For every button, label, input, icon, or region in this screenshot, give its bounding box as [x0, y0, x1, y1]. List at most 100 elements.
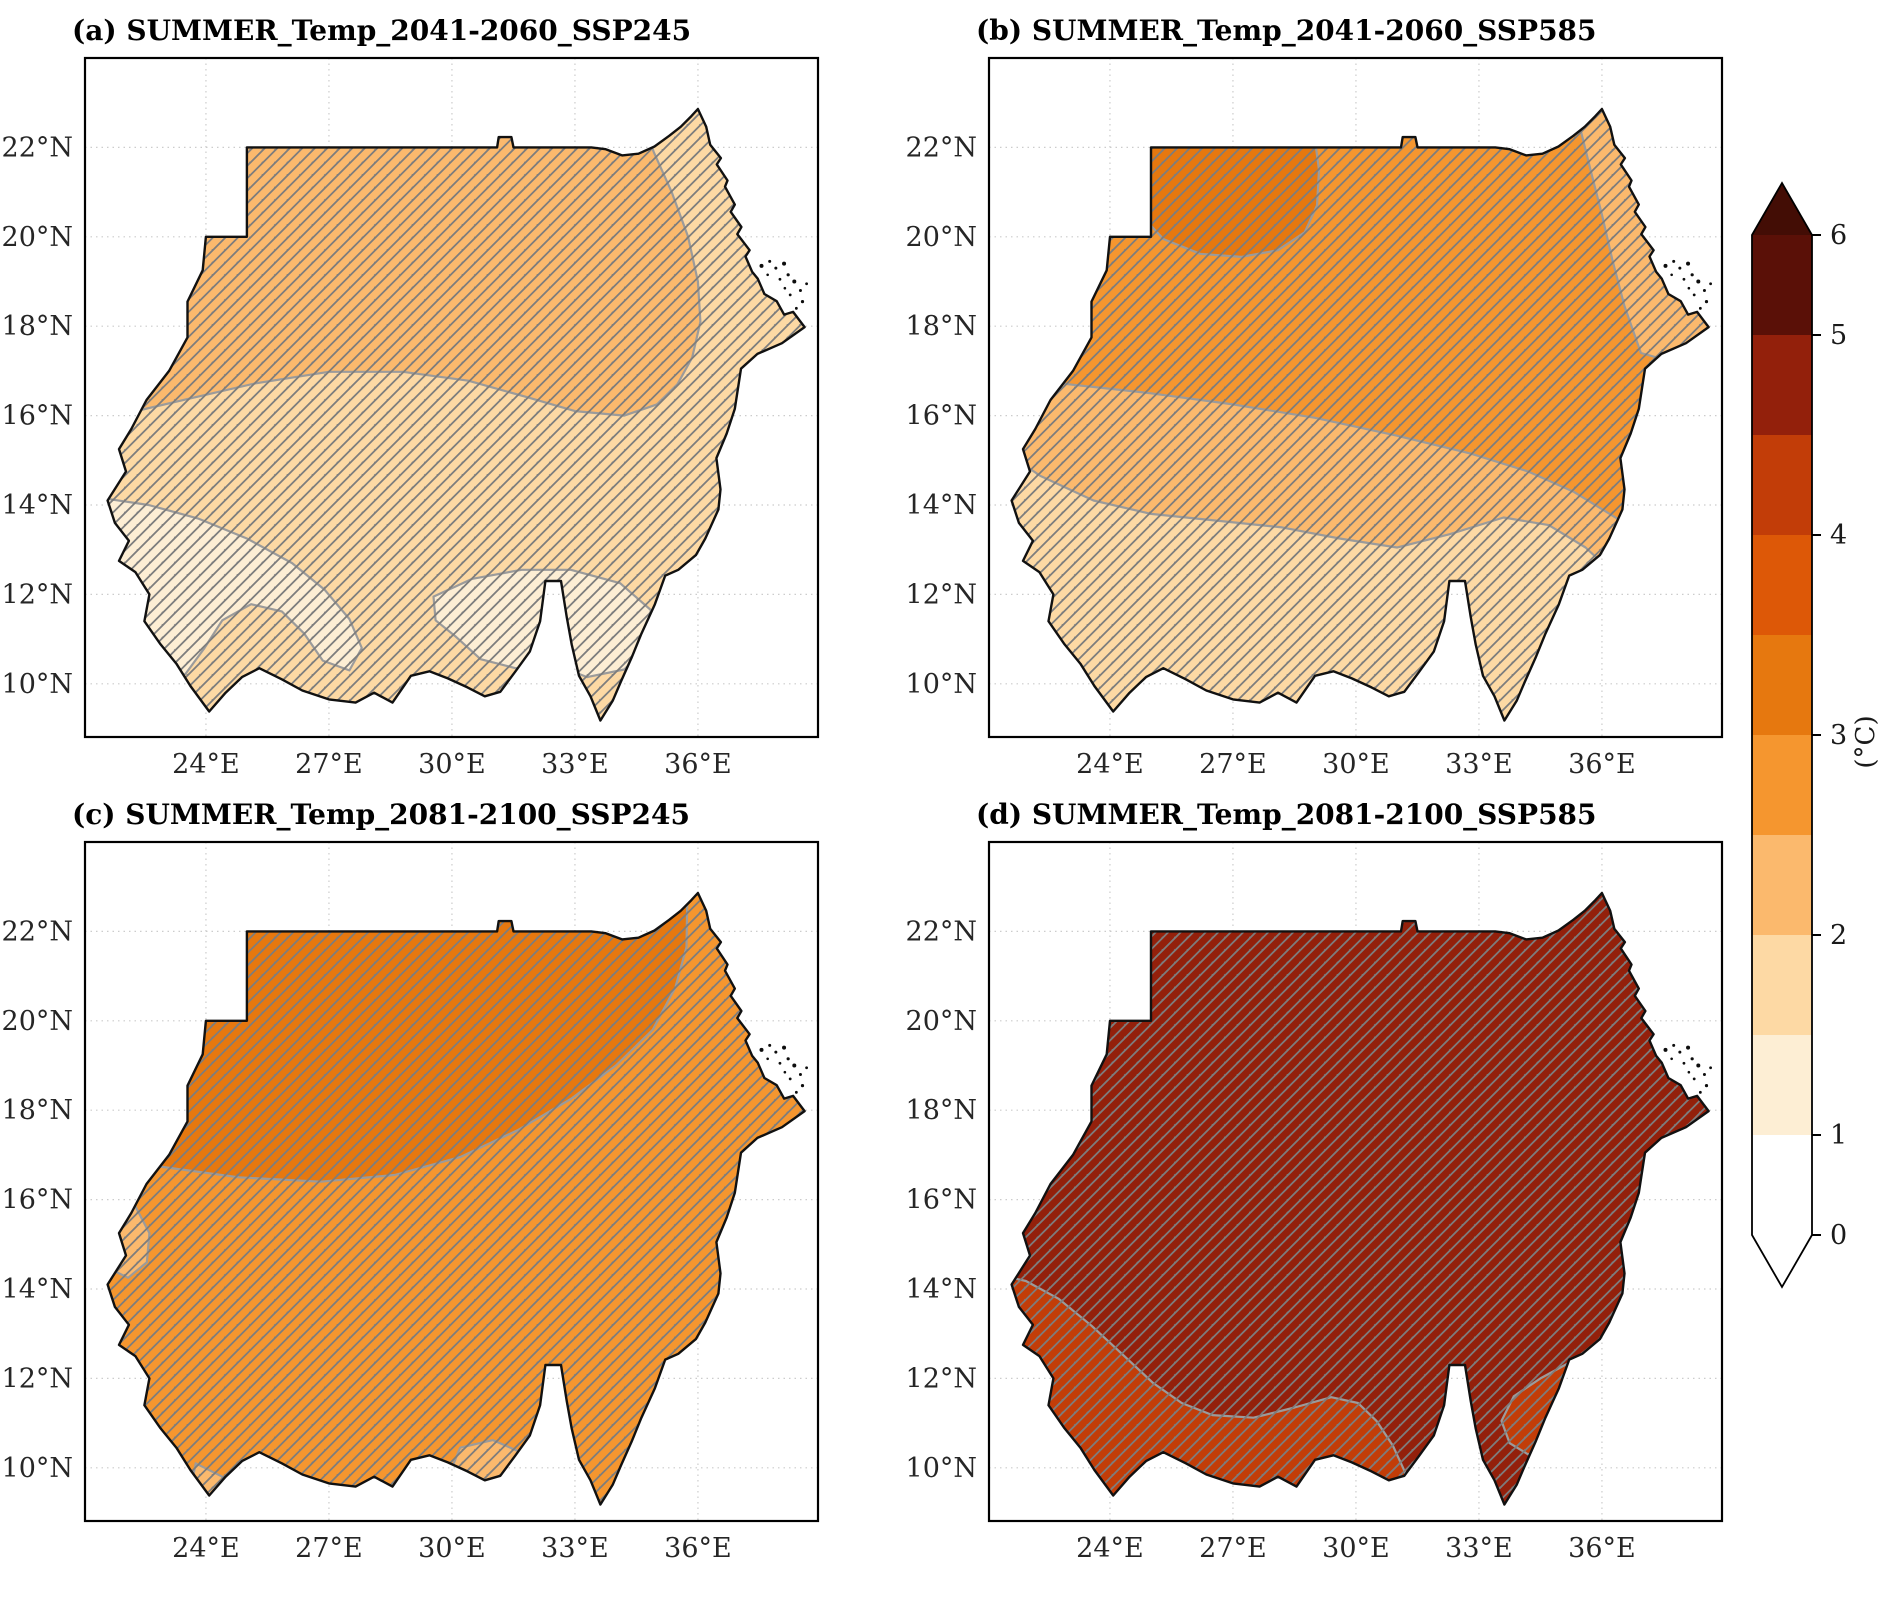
island-dot — [1698, 1090, 1702, 1094]
island-dot — [1687, 286, 1691, 290]
y-tick-label: 12°N — [906, 579, 977, 610]
island-dot — [1704, 300, 1709, 304]
colorbar-tick-label: 5 — [1830, 320, 1847, 351]
island-dot — [1690, 273, 1694, 277]
island-dot — [1672, 1043, 1676, 1047]
x-tick-label: 27°E — [295, 1533, 363, 1564]
y-tick-label: 16°N — [906, 1185, 977, 1216]
y-tick-label: 16°N — [2, 401, 73, 432]
panel-border — [83, 56, 820, 739]
map-panel-b: 24°E 27°E 30°E 33°E 36°E 22°N 20°N 18°N 16°N 14°N… — [906, 56, 1724, 780]
colorbar-bin-2–2.5 — [1752, 835, 1812, 935]
island-dot — [1678, 266, 1682, 270]
colorbar-tick-label: 6 — [1830, 220, 1847, 251]
island-dot — [1709, 282, 1712, 286]
island-dot — [798, 288, 802, 292]
y-tick-label: 12°N — [2, 1363, 73, 1394]
panel-a-title: (a) SUMMER_Temp_2041-2060_SSP245 — [72, 14, 691, 47]
island-dot — [1670, 1057, 1673, 1061]
island-dot — [759, 263, 764, 268]
island-dot — [768, 259, 772, 263]
y-tick-label: 22°N — [906, 132, 977, 163]
colorbar-bin-4–4.5 — [1752, 435, 1812, 535]
island-dot — [800, 1084, 805, 1088]
island-dot — [774, 266, 778, 270]
x-tick-label: 27°E — [295, 749, 363, 780]
colorbar-tick-label: 4 — [1830, 520, 1847, 551]
island-dot — [783, 286, 787, 290]
x-tick-label: 24°E — [1076, 1533, 1144, 1564]
island-dot — [1696, 1063, 1701, 1068]
island-dot — [768, 1043, 772, 1047]
island-dot — [1672, 259, 1676, 263]
y-tick-label: 16°N — [906, 401, 977, 432]
y-tick-label: 10°N — [906, 1453, 977, 1484]
island-dot — [1663, 263, 1668, 268]
island-dot — [786, 273, 790, 277]
island-dot — [1698, 306, 1702, 310]
y-tick-label: 12°N — [906, 1363, 977, 1394]
island-dot — [1682, 1061, 1686, 1065]
island-dot — [794, 306, 798, 310]
y-tick-label: 22°N — [2, 916, 73, 947]
colorbar-tick-label: 1 — [1830, 1120, 1847, 1151]
island-dot — [800, 300, 805, 304]
island-dot — [1663, 1047, 1668, 1052]
colorbar-bin-2.5–3 — [1752, 735, 1812, 835]
y-tick-label: 10°N — [2, 669, 73, 700]
island-dot — [1702, 1072, 1706, 1076]
y-tick-label: 18°N — [906, 1095, 977, 1126]
colorbar-bin-1–1.5 — [1752, 1035, 1812, 1135]
y-tick-label: 14°N — [906, 1274, 977, 1305]
island-dot — [1702, 288, 1706, 292]
y-tick-label: 20°N — [906, 1006, 977, 1037]
x-tick-label: 27°E — [1199, 749, 1267, 780]
x-tick-label: 24°E — [1076, 749, 1144, 780]
colorbar-bin-4.5–5 — [1752, 335, 1812, 435]
country-outline — [106, 107, 806, 722]
x-tick-label: 30°E — [1322, 749, 1390, 780]
colorbar-extend-above — [1752, 183, 1812, 235]
y-tick-label: 22°N — [2, 132, 73, 163]
x-tick-label: 24°E — [172, 749, 240, 780]
island-dot — [794, 1090, 798, 1094]
x-tick-label: 33°E — [1445, 749, 1513, 780]
country-outline — [1010, 107, 1710, 722]
island-dot — [1692, 293, 1696, 297]
x-tick-label: 33°E — [541, 1533, 609, 1564]
x-tick-label: 24°E — [172, 1533, 240, 1564]
y-tick-label: 22°N — [906, 916, 977, 947]
y-tick-label: 10°N — [906, 669, 977, 700]
island-dot — [1690, 1057, 1694, 1061]
country-outline — [1010, 891, 1710, 1506]
island-dot — [782, 1045, 787, 1050]
panel-border — [987, 840, 1724, 1523]
y-tick-label: 18°N — [2, 311, 73, 342]
y-tick-label: 14°N — [906, 490, 977, 521]
colorbar-tick-label: 0 — [1830, 1220, 1847, 1251]
map-panel-a: 24°E 27°E 30°E 33°E 36°E 22°N 20°N 18°N 16°N 14°N… — [2, 56, 820, 780]
island-dot — [792, 279, 797, 284]
x-tick-label: 30°E — [418, 1533, 486, 1564]
y-tick-label: 20°N — [906, 222, 977, 253]
y-tick-label: 20°N — [2, 222, 73, 253]
island-dot — [782, 261, 787, 266]
island-dot — [1696, 279, 1701, 284]
panel-d-title: (d) SUMMER_Temp_2081-2100_SSP585 — [976, 798, 1597, 831]
colorbar-bin-3–3.5 — [1752, 635, 1812, 735]
y-tick-label: 12°N — [2, 579, 73, 610]
island-dot — [798, 1072, 802, 1076]
panel-border — [987, 56, 1724, 739]
panel-b-title: (b) SUMMER_Temp_2041-2060_SSP585 — [976, 14, 1597, 47]
island-dot — [759, 1047, 764, 1052]
x-tick-label: 36°E — [664, 1533, 732, 1564]
significance-hatching — [107, 893, 805, 1505]
island-dot — [805, 1066, 808, 1070]
island-dot — [774, 1050, 778, 1054]
y-tick-label: 14°N — [2, 1274, 73, 1305]
island-dot — [778, 277, 782, 281]
colorbar-tick-label: 2 — [1830, 920, 1847, 951]
map-panel-c: 24°E 27°E 30°E 33°E 36°E 22°N 20°N 18°N 16°N 14°N… — [2, 840, 820, 1564]
